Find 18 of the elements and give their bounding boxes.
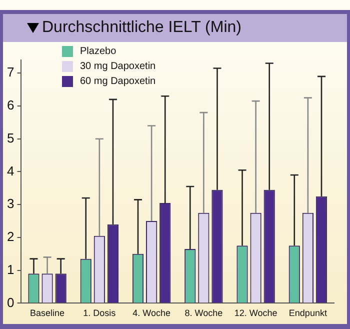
x-tick-label: 12. Woche xyxy=(234,308,278,318)
y-tick-label: 3 xyxy=(6,196,14,212)
y-tick-label: 7 xyxy=(6,64,14,80)
x-tick-label: Baseline xyxy=(30,308,65,318)
chart-title: Durchschnittliche IELT (Min) xyxy=(42,19,242,37)
y-tick-label: 0 xyxy=(6,294,14,310)
y-tick-label: 1 xyxy=(6,262,14,277)
x-tick-label: 8. Woche xyxy=(184,308,223,318)
legend-label: 60 mg Dapoxetin xyxy=(80,76,156,87)
y-tick-label: 6 xyxy=(6,98,14,113)
legend-label: 30 mg Dapoxetin xyxy=(80,61,156,72)
y-tick-label: 5 xyxy=(6,130,14,146)
x-tick-label: Endpunkt xyxy=(288,308,328,318)
x-tick-label: 1. Dosis xyxy=(83,308,116,318)
y-tick-label: 2 xyxy=(6,229,14,244)
legend-label: Plazebo xyxy=(80,46,116,57)
x-tick-label: 4. Woche xyxy=(132,308,170,318)
y-tick-label: 4 xyxy=(6,163,14,178)
